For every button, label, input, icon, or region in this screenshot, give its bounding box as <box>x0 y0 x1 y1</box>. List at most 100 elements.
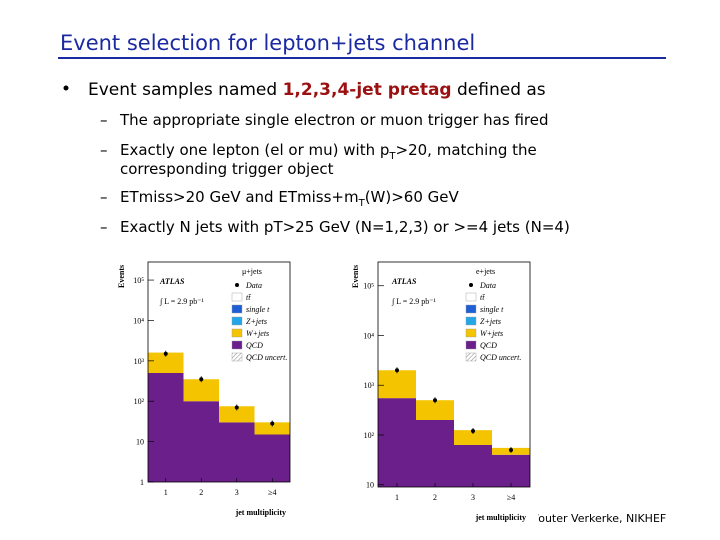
legend-label: single t <box>480 305 504 314</box>
dash: – <box>100 218 108 236</box>
item-line: Exactly one lepton (el or mu) with pT>20… <box>120 141 537 162</box>
y-tick-label: 10⁴ <box>363 331 374 340</box>
text: corresponding trigger object <box>120 160 334 178</box>
legend-marker <box>235 283 239 287</box>
item-line: Exactly N jets with pT>25 GeV (N=1,2,3) … <box>120 218 570 236</box>
legend-label: Data <box>245 281 262 290</box>
y-tick-label: 10 <box>366 481 374 490</box>
luminosity: ∫ L = 2.9 pb⁻¹ <box>159 297 205 306</box>
bar-segment <box>416 420 454 487</box>
y-tick-label: 10³ <box>134 357 145 366</box>
legend-label: QCD <box>246 341 263 350</box>
data-point <box>199 377 204 382</box>
subscript: T <box>358 198 366 209</box>
item-line: ETmiss>20 GeV and ETmiss+mT(W)>60 GeV <box>120 188 459 209</box>
x-axis-label: jet multiplicity <box>235 508 286 517</box>
text: Event samples named <box>88 80 283 100</box>
legend-label: QCD <box>480 341 497 350</box>
bar-segment <box>378 398 416 487</box>
legend-swatch <box>465 352 477 362</box>
data-point <box>509 447 513 452</box>
legend-swatch <box>465 316 477 326</box>
y-tick-label: 10² <box>134 397 145 406</box>
data-point <box>163 351 168 356</box>
y-tick-label: 10⁵ <box>133 276 144 285</box>
x-axis-label: jet multiplicity <box>475 513 526 522</box>
x-tick-label: ≥4 <box>507 493 515 502</box>
data-point <box>433 398 437 403</box>
bar-segment <box>148 372 184 482</box>
item-line: The appropriate single electron or muon … <box>119 111 548 129</box>
x-tick-label: 2 <box>199 488 203 497</box>
legend-swatch <box>231 352 243 362</box>
legend-swatch <box>465 304 477 314</box>
legend-label: tt̄ <box>246 293 251 302</box>
x-tick-label: 1 <box>395 493 399 502</box>
channel: e+jets <box>476 267 495 276</box>
legend-swatch <box>231 340 243 350</box>
text: defined as <box>452 80 546 100</box>
y-tick-label: 10⁵ <box>363 282 374 291</box>
bar-segment <box>378 370 416 399</box>
bar-segment <box>254 434 290 482</box>
text: (W)>60 GeV <box>365 188 460 206</box>
legend-label: QCD uncert. <box>246 353 287 362</box>
data-point <box>471 429 475 434</box>
highlight: 1,2,3,4-jet pretag <box>283 80 452 100</box>
y-tick-label: 1 <box>140 478 144 487</box>
bar-segment <box>148 352 184 373</box>
x-tick-label: ≥4 <box>268 488 276 497</box>
bullet-text: Event samples named 1,2,3,4-jet pretag d… <box>88 80 546 100</box>
legend-marker <box>469 283 473 287</box>
bar-segment <box>183 379 219 402</box>
legend-swatch <box>231 316 243 326</box>
bar-segment <box>454 444 492 487</box>
y-axis-label: Events <box>351 265 360 288</box>
dash: – <box>100 141 108 159</box>
channel: μ+jets <box>242 267 262 276</box>
item-line: corresponding trigger object <box>120 160 334 178</box>
y-axis-label: Events <box>117 265 126 288</box>
data-point <box>270 421 275 426</box>
legend-label: W+jets <box>480 329 503 338</box>
legend-label: Z+jets <box>246 317 267 326</box>
bar-segment <box>219 406 255 423</box>
bar-segment <box>454 430 492 445</box>
y-tick-label: 10⁴ <box>133 316 144 325</box>
axes-frame <box>147 261 291 483</box>
legend-label: Z+jets <box>480 317 501 326</box>
bar-segment <box>492 454 530 487</box>
data-point <box>234 405 239 410</box>
slide-title: Event selection for lepton+jets channel <box>60 31 475 55</box>
legend-label: QCD uncert. <box>480 353 521 362</box>
bar-segment <box>416 400 454 421</box>
legend-swatch <box>465 292 477 302</box>
legend-label: single t <box>246 305 270 314</box>
y-tick-label: 10² <box>364 431 375 440</box>
dash: – <box>100 111 108 129</box>
text: The appropriate single electron or muon … <box>119 111 548 129</box>
y-tick-label: 10 <box>136 438 144 447</box>
bar-segment <box>219 422 255 482</box>
data-point <box>395 368 399 373</box>
legend-swatch <box>465 340 477 350</box>
text: >20, matching the <box>396 141 537 159</box>
plot: 1 2 3 ≥4 1 10 10² 10³ 10⁴ 10⁵ Events jet multiplici… <box>112 252 298 538</box>
axes-frame <box>377 261 531 488</box>
legend-swatch <box>231 304 243 314</box>
x-tick-label: 1 <box>164 488 168 497</box>
bar-segment <box>183 401 219 482</box>
legend-swatch <box>465 328 477 338</box>
x-tick-label: 3 <box>471 493 475 502</box>
experiment: ATLAS <box>159 277 185 286</box>
legend-label: W+jets <box>246 329 269 338</box>
bar-segment <box>254 422 290 435</box>
luminosity: ∫ L = 2.9 pb⁻¹ <box>391 297 437 306</box>
text: Exactly N jets with pT>25 GeV (N=1,2,3) … <box>120 218 570 236</box>
bullet-dot <box>63 85 69 91</box>
x-tick-label: 2 <box>433 493 437 502</box>
dash: – <box>100 188 108 206</box>
subscript: T <box>388 151 396 162</box>
